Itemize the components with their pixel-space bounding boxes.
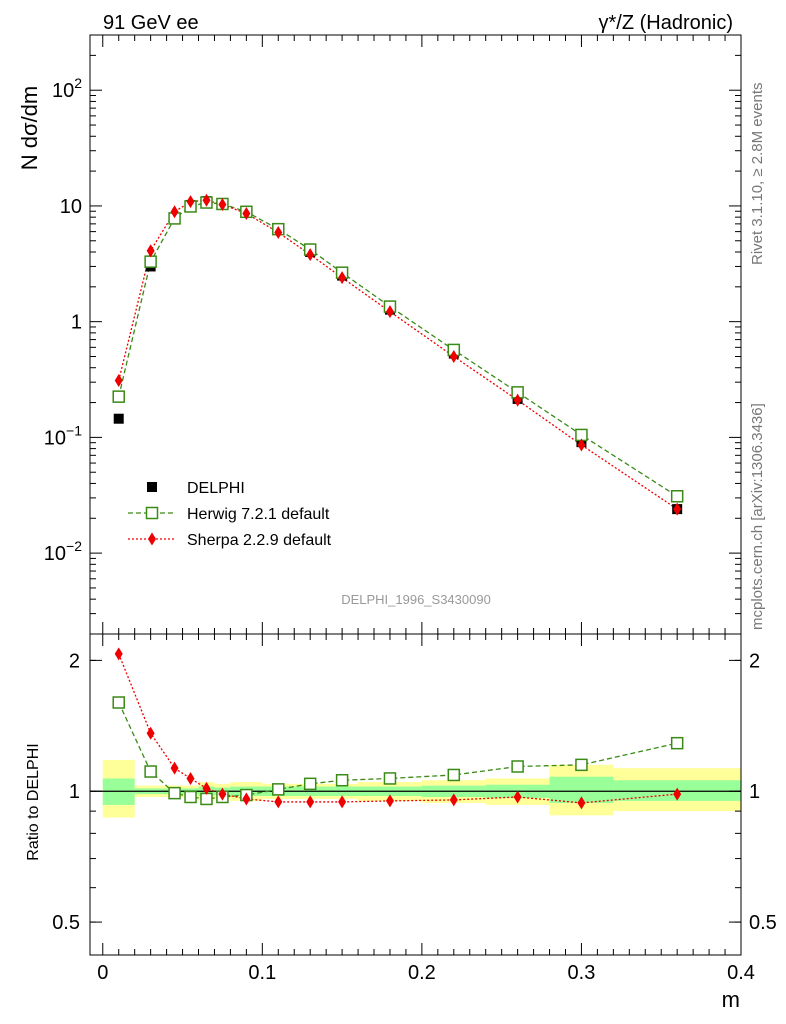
- sherpa-point: [449, 349, 458, 363]
- mcplots-label: mcplots.cern.ch [arXiv:1306.3436]: [749, 403, 766, 630]
- ratio-ytick-label: 1: [69, 781, 80, 803]
- sherpa-point: [242, 207, 251, 221]
- sherpa-ratio-point: [385, 794, 394, 808]
- ratio-panel: 0.5 0.5 1 1 2 2 0 0.1 0.2 0.3 0.4: [52, 35, 777, 984]
- herwig-ratio-point: [144, 765, 157, 778]
- ratio-ytick-label: 2: [69, 650, 80, 672]
- sherpa-ratio-point: [202, 781, 211, 795]
- sherpa-point: [577, 438, 586, 452]
- legend-label-sherpa: Sherpa 2.2.9 default: [187, 532, 332, 549]
- herwig-ratio-point: [511, 760, 524, 773]
- sherpa-point: [186, 195, 195, 209]
- sherpa-point: [385, 305, 394, 319]
- xtick-label: 0.2: [408, 962, 436, 984]
- sherpa-ratio-point: [218, 787, 227, 801]
- sherpa-ratio-line: [118, 653, 678, 804]
- ratio-ytick-label-right: 2: [749, 650, 760, 672]
- ratio-ylabel: Ratio to DELPHI: [25, 743, 42, 860]
- legend-label-data: DELPHI: [187, 480, 245, 497]
- rivet-label: Rivet 3.1.10, ≥ 2.8M events: [749, 83, 766, 266]
- herwig-line: [118, 201, 678, 497]
- legend-label-herwig: Herwig 7.2.1 default: [187, 506, 330, 523]
- herwig-ratio-point: [168, 786, 181, 800]
- herwig-ratio-point: [200, 792, 213, 806]
- legend-marker-sherpa: [148, 532, 156, 546]
- sherpa-point: [513, 393, 522, 407]
- herwig-ratio-point: [303, 777, 317, 791]
- herwig-point: [144, 255, 157, 268]
- herwig-ratio-point: [575, 758, 588, 772]
- sherpa-ratio-point: [338, 795, 347, 809]
- herwig-ratio-point: [272, 783, 285, 796]
- ratio-ytick-label-right: 0.5: [749, 912, 777, 934]
- sherpa-line: [118, 199, 678, 510]
- sherpa-ratio-point: [449, 793, 458, 807]
- main-panel: 10−2 10−1 1 10 102: [44, 34, 742, 635]
- sherpa-point: [306, 248, 315, 262]
- sherpa-ratio-point: [186, 771, 195, 785]
- sherpa-point: [338, 271, 347, 285]
- data-point: [113, 413, 124, 424]
- herwig-ratio-point: [112, 696, 125, 709]
- herwig-ratio-point: [447, 768, 461, 782]
- ratio-frame: [89, 633, 742, 956]
- main-ytick-label: 102: [52, 75, 82, 102]
- sherpa-ratio-point: [242, 792, 251, 806]
- herwig-ratio-point: [670, 736, 684, 750]
- ratio-ytick-label: 0.5: [52, 912, 80, 934]
- legend-marker-herwig: [145, 506, 159, 520]
- x-axis-label: m: [722, 987, 740, 1012]
- herwig-ratio-point: [383, 772, 397, 785]
- xtick-label: 0: [97, 962, 108, 984]
- sherpa-point: [274, 225, 283, 239]
- sherpa-point: [146, 244, 155, 258]
- left-title: 91 GeV ee: [103, 12, 199, 34]
- xtick-label: 0.4: [727, 962, 755, 984]
- sherpa-point: [202, 193, 211, 207]
- sherpa-point: [218, 197, 227, 211]
- right-title: γ*/Z (Hadronic): [599, 12, 733, 34]
- main-ylabel: N dσ/dm: [17, 86, 42, 171]
- main-ytick-label: 10−2: [44, 538, 82, 565]
- sherpa-ratio-point: [513, 790, 522, 804]
- sherpa-ratio-point: [114, 647, 123, 661]
- herwig-point: [670, 489, 684, 503]
- herwig-ratio-point: [184, 790, 197, 804]
- xtick-label: 0.1: [248, 962, 276, 984]
- sherpa-ratio-point: [146, 726, 155, 740]
- main-ytick-label: 10−1: [44, 422, 82, 449]
- herwig-point: [112, 390, 125, 403]
- sherpa-ratio-point: [170, 761, 179, 775]
- sherpa-point: [170, 205, 179, 219]
- herwig-ratio-point: [335, 773, 349, 787]
- main-ytick-label: 10: [60, 196, 82, 218]
- sherpa-point: [114, 374, 123, 388]
- sherpa-ratio-point: [306, 795, 315, 809]
- ratio-ytick-label-right: 1: [749, 781, 760, 803]
- legend-marker-data: [147, 482, 157, 492]
- sherpa-point: [673, 502, 682, 516]
- xtick-label: 0.3: [568, 962, 596, 984]
- legend: DELPHI Herwig 7.2.1 default Sherpa 2.2.9 d…: [128, 480, 332, 549]
- watermark: DELPHI_1996_S3430090: [341, 592, 491, 607]
- sherpa-ratio-point: [673, 787, 682, 801]
- sherpa-ratio-point: [274, 795, 283, 809]
- sherpa-ratio-point: [577, 796, 586, 810]
- main-ytick-label: 1: [71, 312, 82, 334]
